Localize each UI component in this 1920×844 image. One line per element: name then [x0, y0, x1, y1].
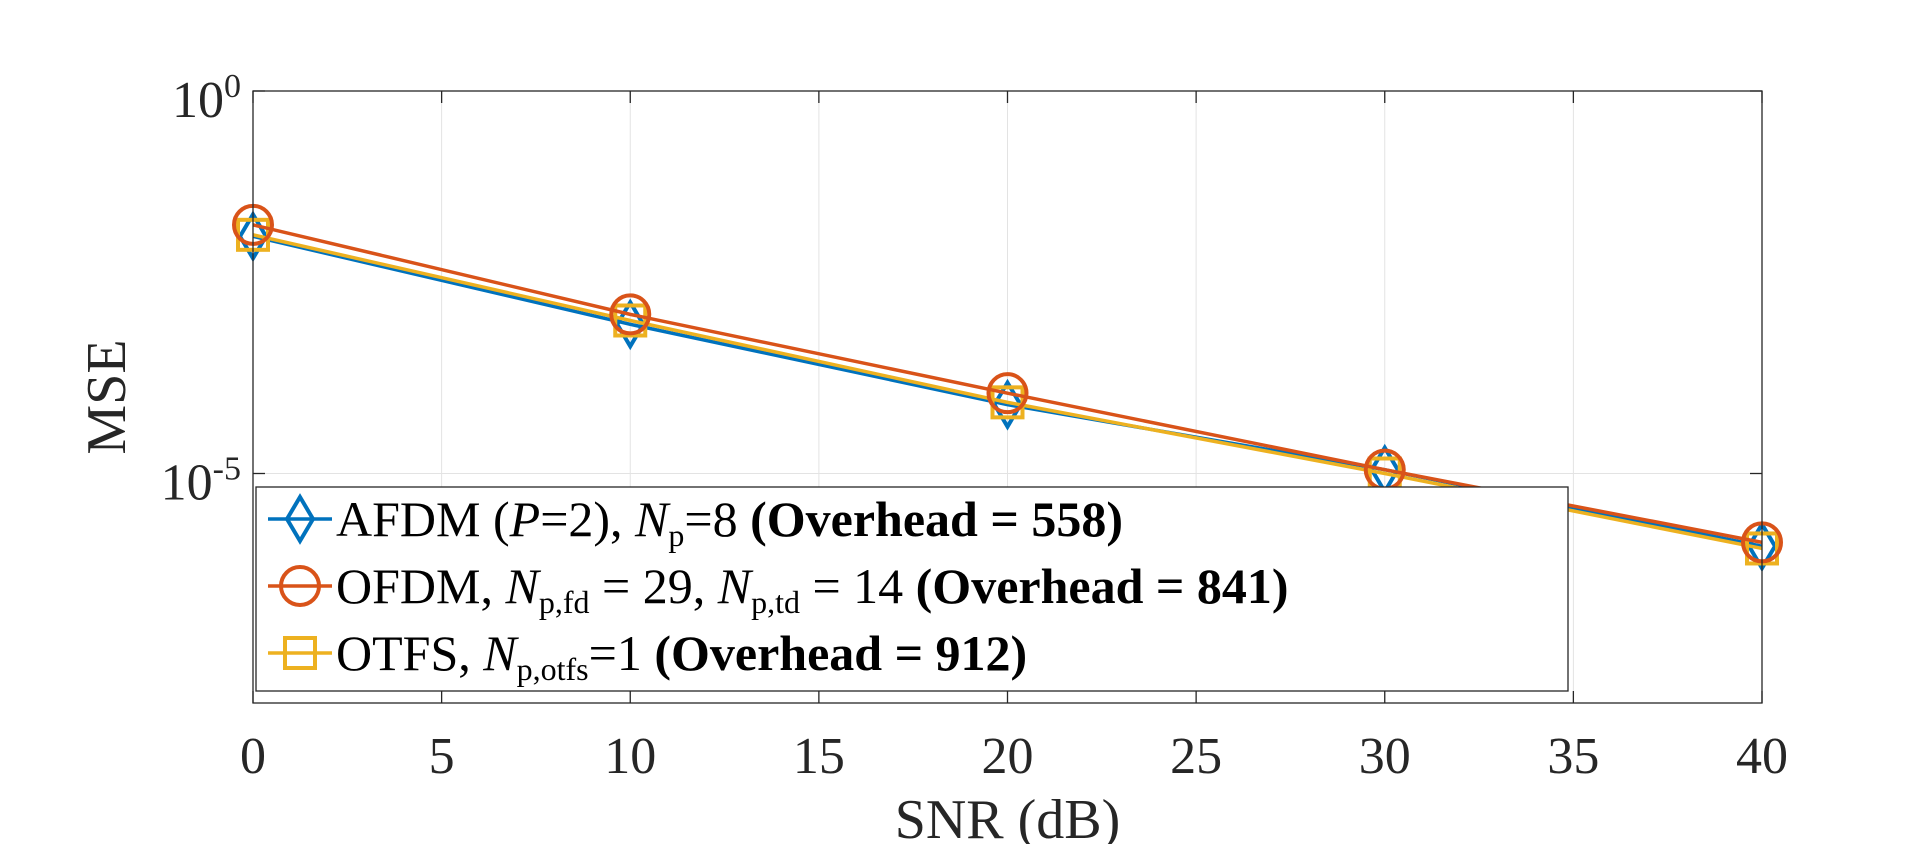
legend-otfs-text2: =1 [589, 625, 655, 681]
legend-ofdm-text3: = 14 [800, 558, 916, 614]
legend-ofdm-text2: = 29, [590, 558, 718, 614]
x-axis-label: SNR (dB) [895, 789, 1121, 844]
legend-ofdm-overhead: (Overhead = 841) [916, 558, 1289, 614]
legend-otfs-nvar: N [482, 625, 519, 681]
legend-afdm-nvar: N [634, 491, 671, 547]
ticks: 0 5 10 15 20 25 30 35 40 100 10-5 [161, 68, 1788, 785]
legend-box [255, 486, 1569, 692]
x-tick-label: 15 [793, 728, 845, 785]
legend-otfs-text1: OTFS, [336, 625, 483, 681]
data-point-ofdm [609, 293, 652, 336]
legend-ofdm-nvar2: N [717, 558, 754, 614]
legend: AFDM (P=2), Np=8 (Overhead = 558) OFDM, … [255, 486, 1569, 692]
data-point-ofdm [986, 372, 1029, 415]
legend-afdm-text3: =8 [684, 491, 750, 547]
legend-samples [268, 493, 332, 670]
x-tick-label: 35 [1547, 728, 1599, 785]
x-tick-label: 40 [1736, 728, 1788, 785]
legend-afdm-text1: AFDM ( [336, 491, 510, 547]
legend-otfs-overhead: (Overhead = 912) [654, 625, 1027, 681]
legend-entry-afdm: AFDM (P=2), Np=8 (Overhead = 558) [336, 491, 1123, 553]
x-tick-label: 25 [1170, 728, 1222, 785]
legend-entry-otfs: OTFS, Np,otfs=1 (Overhead = 912) [336, 625, 1027, 687]
legend-ofdm-nsub2: p,td [751, 584, 800, 620]
data-point-otfs [613, 303, 648, 338]
legend-afdm-nsub: p [668, 517, 684, 553]
legend-otfs-nsub: p,otfs [517, 651, 589, 687]
x-tick-label: 30 [1359, 728, 1411, 785]
data-point-afdm [992, 378, 1023, 431]
legend-sample-marker-otfs [283, 636, 317, 670]
legend-afdm-overhead: (Overhead = 558) [750, 491, 1123, 547]
legend-ofdm-nvar1: N [504, 558, 541, 614]
legend-ofdm-text1: OFDM, [336, 558, 505, 614]
y-axis-label: MSE [76, 339, 138, 454]
legend-entry-ofdm: OFDM, Np,fd = 29, Np,td = 14 (Overhead =… [336, 558, 1289, 620]
x-tick-label: 5 [429, 728, 455, 785]
grid [253, 91, 1762, 703]
y-tick-label: 100 [172, 68, 241, 129]
legend-ofdm-nsub1: p,fd [539, 584, 590, 620]
legend-afdm-text2: =2), [540, 491, 635, 547]
legend-sample-marker-afdm [284, 493, 316, 545]
legend-sample-marker-ofdm [279, 565, 321, 607]
x-tick-label: 20 [982, 728, 1034, 785]
y-tick-label: 10-5 [161, 451, 241, 512]
x-tick-label: 10 [604, 728, 656, 785]
x-tick-label: 0 [240, 728, 266, 785]
legend-afdm-pvar: P [509, 491, 541, 547]
